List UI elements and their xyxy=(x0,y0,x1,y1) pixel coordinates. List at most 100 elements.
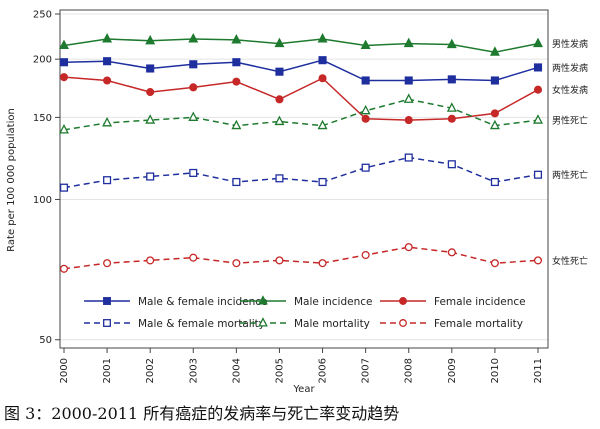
series-group xyxy=(59,73,543,125)
data-point xyxy=(103,57,112,66)
y-tick-label: 200 xyxy=(33,55,52,66)
data-point xyxy=(189,168,198,177)
data-point xyxy=(318,74,327,83)
line-chart: 50 100 150 200 250 2000 2001 2002 2003 2004 2005 20… xyxy=(6,9,588,395)
data-point xyxy=(404,153,413,162)
data-point xyxy=(361,163,370,172)
data-point xyxy=(59,39,69,50)
series-end-label: 女性发病 xyxy=(552,84,588,96)
data-point xyxy=(361,250,370,260)
x-tick-label: 2002 xyxy=(145,358,156,383)
gridlines xyxy=(60,13,548,341)
data-point xyxy=(103,259,112,268)
data-point xyxy=(59,264,69,273)
data-point xyxy=(146,64,155,73)
legend-label: Male & female mortality xyxy=(138,318,265,330)
data-point xyxy=(59,124,69,134)
legend-label: Female mortality xyxy=(434,318,523,330)
x-axis-title: Year xyxy=(292,384,315,395)
data-point xyxy=(404,243,413,252)
series-group xyxy=(59,33,543,56)
x-tick-label: 2003 xyxy=(188,358,199,383)
data-point xyxy=(188,33,199,43)
data-point xyxy=(447,75,456,84)
series-line xyxy=(63,98,539,131)
data-point xyxy=(403,93,414,103)
data-point xyxy=(360,39,371,50)
data-point xyxy=(361,76,370,85)
x-tick-label: 2000 xyxy=(59,358,70,383)
data-point xyxy=(59,58,69,67)
data-point xyxy=(189,83,198,92)
data-point xyxy=(490,177,499,187)
data-point xyxy=(361,114,370,123)
series-end-label: 两性死亡 xyxy=(552,169,588,181)
x-tick-label: 2004 xyxy=(231,358,242,383)
data-point xyxy=(404,76,413,85)
legend-item: Male & female mortality xyxy=(84,318,265,330)
data-point xyxy=(275,67,284,76)
data-point xyxy=(232,58,241,67)
legend-item: Female mortality xyxy=(380,318,523,330)
x-tick-label: 2008 xyxy=(404,358,415,383)
series-line xyxy=(63,38,539,53)
data-point xyxy=(274,115,285,126)
data-point xyxy=(533,37,543,48)
data-point xyxy=(189,60,198,69)
data-point xyxy=(533,114,543,124)
data-point xyxy=(318,177,327,187)
data-point xyxy=(446,38,457,49)
data-point xyxy=(103,176,112,185)
data-point xyxy=(189,253,198,262)
legend-marker xyxy=(399,297,407,305)
data-point xyxy=(275,95,284,104)
data-point xyxy=(318,259,327,268)
data-point xyxy=(145,114,156,124)
legend-item: Female incidence xyxy=(380,296,526,308)
x-tick-label: 2007 xyxy=(361,358,372,383)
data-point xyxy=(490,109,499,118)
series-end-label: 两性发病 xyxy=(552,62,588,74)
data-point xyxy=(533,256,543,265)
legend-marker xyxy=(399,319,407,327)
y-tick-label: 100 xyxy=(33,195,52,206)
data-point xyxy=(489,46,500,56)
figure-caption: 图 3：2000-2011 所有癌症的发病率与死亡率变动趋势 xyxy=(4,404,400,423)
y-tick-label: 150 xyxy=(33,113,52,124)
data-point xyxy=(274,37,285,48)
data-point xyxy=(533,170,543,179)
series-group xyxy=(59,56,543,85)
data-point xyxy=(447,248,456,257)
series-end-label: 男性死亡 xyxy=(552,115,588,127)
data-point xyxy=(231,119,242,130)
data-point xyxy=(447,160,456,169)
data-point xyxy=(490,259,499,268)
series-layer xyxy=(59,33,543,273)
legend-label: Male & female incidence xyxy=(138,296,268,308)
y-axis-title: Rate per 100 000 population xyxy=(6,108,17,252)
data-point xyxy=(360,104,371,115)
data-point xyxy=(317,33,328,43)
x-tick-label: 2010 xyxy=(490,358,501,383)
x-tick-label: 2006 xyxy=(318,358,329,383)
legend-item: Male mortality xyxy=(240,317,370,330)
data-point xyxy=(232,259,241,268)
legend-marker xyxy=(103,319,111,327)
data-point xyxy=(317,119,328,130)
plot-frame xyxy=(59,9,549,349)
data-point xyxy=(146,88,155,97)
legend-item: Male & female incidence xyxy=(84,296,268,308)
legend-label: Male mortality xyxy=(294,318,370,330)
legend-marker xyxy=(258,317,268,327)
data-point xyxy=(231,33,242,44)
data-point xyxy=(404,116,413,125)
data-point xyxy=(533,63,543,72)
data-point xyxy=(103,76,112,85)
legend-label: Male incidence xyxy=(294,296,372,308)
data-point xyxy=(102,33,113,43)
legend-marker xyxy=(258,295,268,305)
series-line xyxy=(63,59,539,82)
series-end-label: 男性发病 xyxy=(552,38,588,50)
